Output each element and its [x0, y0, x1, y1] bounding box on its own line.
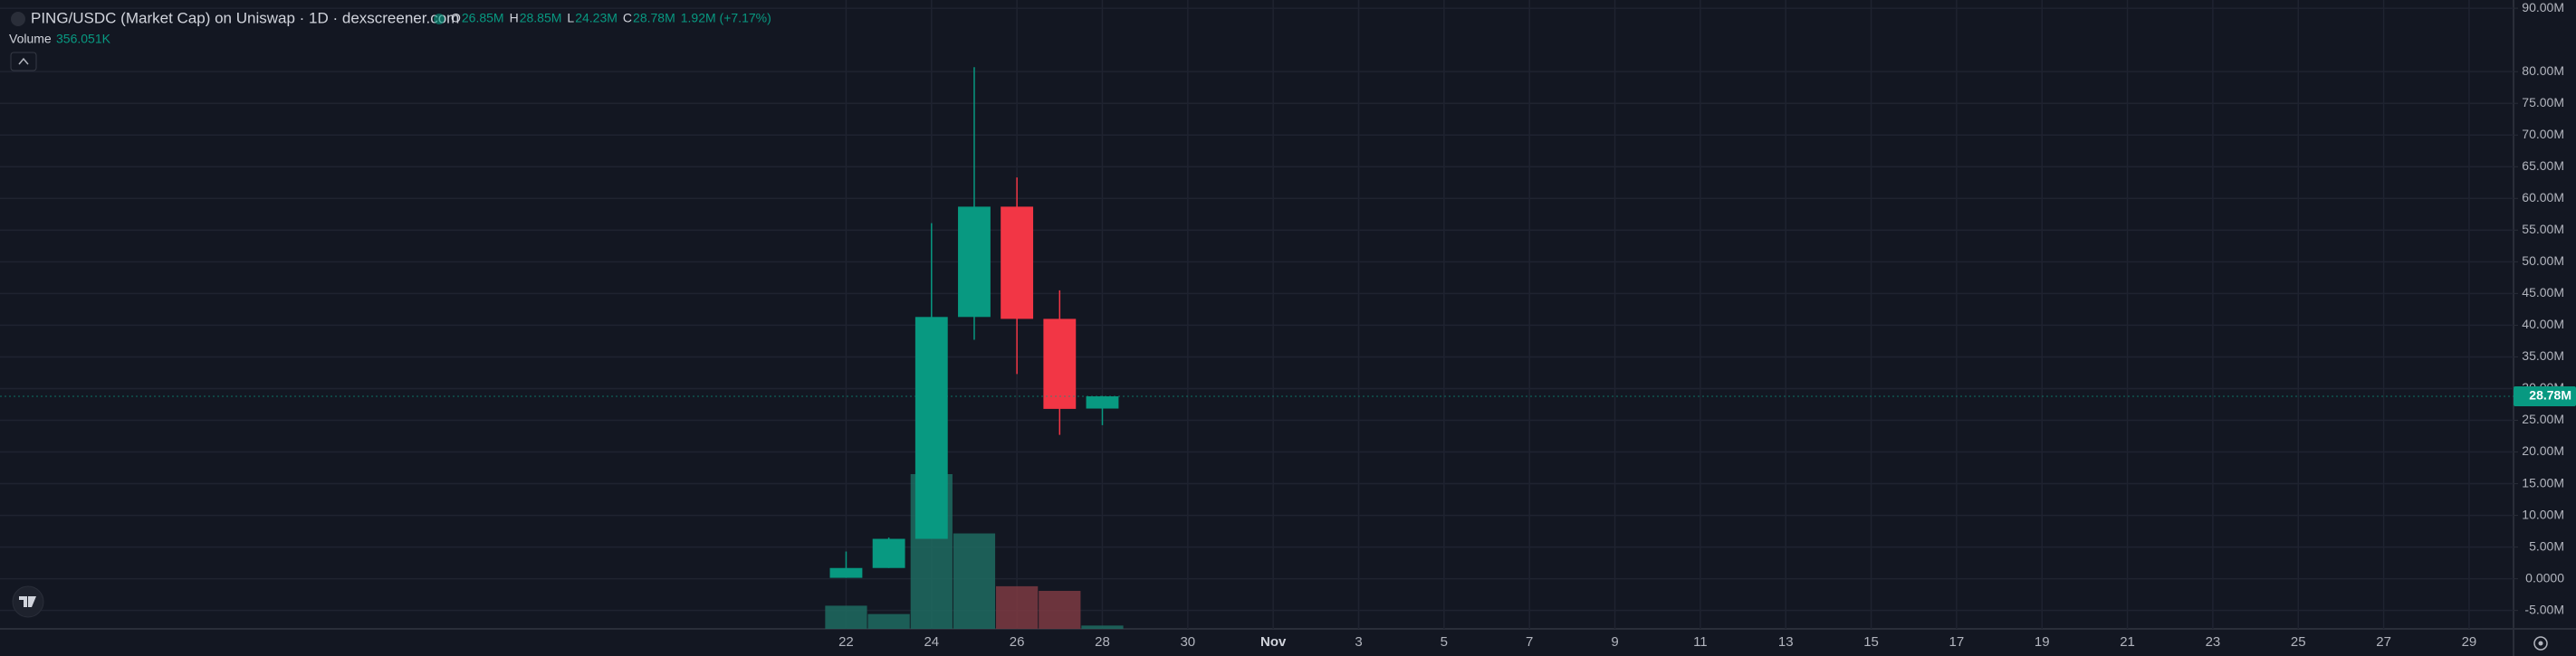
x-tick-label: 13	[1778, 634, 1794, 650]
x-tick-label: 7	[1526, 634, 1533, 650]
settings-icon	[2538, 641, 2543, 646]
settings-button[interactable]	[2533, 636, 2548, 651]
y-tick-label: 55.00M	[2522, 222, 2564, 236]
last-price-label: 28.78M	[2529, 388, 2571, 403]
y-tick-label: 70.00M	[2522, 127, 2564, 141]
axes: 90.00M80.00M75.00M70.00M65.00M60.00M55.0…	[838, 0, 2576, 650]
chart-title: PING/USDC (Market Cap) on Uniswap · 1D ·…	[31, 9, 459, 26]
x-tick-label: 19	[2035, 634, 2050, 650]
x-tick-label: 3	[1355, 634, 1362, 650]
legend-key: C	[623, 11, 632, 25]
y-tick-label: 90.00M	[2522, 0, 2564, 14]
x-tick-label: 5	[1441, 634, 1448, 650]
x-tick-label: 29	[2462, 634, 2477, 650]
logo-icon	[19, 596, 36, 607]
x-tick-label: 21	[2120, 634, 2135, 650]
status-dot	[434, 14, 445, 24]
y-tick-label: 35.00M	[2522, 348, 2564, 363]
y-tick-label: 0.0000	[2525, 570, 2564, 585]
x-tick-label: 15	[1863, 634, 1879, 650]
volume-bar	[953, 533, 996, 629]
legend-value: 28.78M	[633, 11, 675, 25]
x-tick-label: 26	[1010, 634, 1025, 650]
volume-bar	[1081, 625, 1124, 629]
collapse-icon	[18, 57, 29, 65]
y-tick-label: 10.00M	[2522, 507, 2564, 521]
y-tick-label: 45.00M	[2522, 285, 2564, 299]
symbol-icon	[11, 12, 25, 26]
y-tick-label: 50.00M	[2522, 253, 2564, 268]
volume-bar	[825, 605, 867, 629]
volume-title: Volume	[9, 32, 52, 46]
candle-body	[958, 206, 991, 318]
x-tick-label: 25	[2291, 634, 2306, 650]
volume-bar	[1039, 591, 1081, 629]
y-tick-label: 40.00M	[2522, 317, 2564, 331]
legend-key: L	[567, 11, 574, 25]
x-tick-label: Nov	[1260, 634, 1287, 650]
x-tick-label: 27	[2376, 634, 2391, 650]
volume-bar	[996, 585, 1039, 629]
collapse-button[interactable]	[10, 52, 37, 71]
y-tick-label: 60.00M	[2522, 190, 2564, 204]
volume-label: 356.051K	[56, 32, 111, 46]
y-tick-label: 65.00M	[2522, 158, 2564, 173]
x-tick-label: 30	[1180, 634, 1195, 650]
y-tick-label: 20.00M	[2522, 443, 2564, 458]
y-tick-label: 75.00M	[2522, 95, 2564, 109]
candle-body	[1001, 206, 1034, 319]
y-tick-label: 15.00M	[2522, 475, 2564, 490]
y-tick-label: 25.00M	[2522, 412, 2564, 426]
plot	[0, 67, 2514, 629]
legend-value: 26.85M	[462, 11, 504, 25]
x-tick-label: 9	[1611, 634, 1618, 650]
x-tick-label: 17	[1949, 634, 1965, 650]
y-tick-label: -5.00M	[2524, 602, 2564, 616]
x-tick-label: 24	[924, 634, 939, 650]
candle-body	[1043, 318, 1077, 409]
legend-value: 28.85M	[520, 11, 562, 25]
candle-body	[829, 567, 863, 578]
candle-body	[915, 317, 948, 539]
legend-change: 1.92M (+7.17%)	[681, 11, 771, 25]
y-tick-label: 80.00M	[2522, 63, 2564, 78]
x-tick-label: 11	[1693, 634, 1708, 650]
legend-key: O	[451, 11, 461, 25]
ohlc-legend: O 26.85M H 28.85M L 24.23M C 28.78M 1.92M (+7.17…	[451, 11, 771, 25]
candle-body	[872, 538, 905, 568]
legend-value: 24.23M	[575, 11, 618, 25]
volume-bar	[867, 613, 910, 629]
x-tick-label: 23	[2206, 634, 2221, 650]
last-price-box	[2514, 386, 2576, 407]
y-tick-label: 5.00M	[2529, 538, 2564, 553]
x-tick-label: 28	[1095, 634, 1110, 650]
candle-body	[1086, 396, 1119, 409]
x-tick-label: 22	[838, 634, 854, 650]
legend-key: H	[510, 11, 519, 25]
